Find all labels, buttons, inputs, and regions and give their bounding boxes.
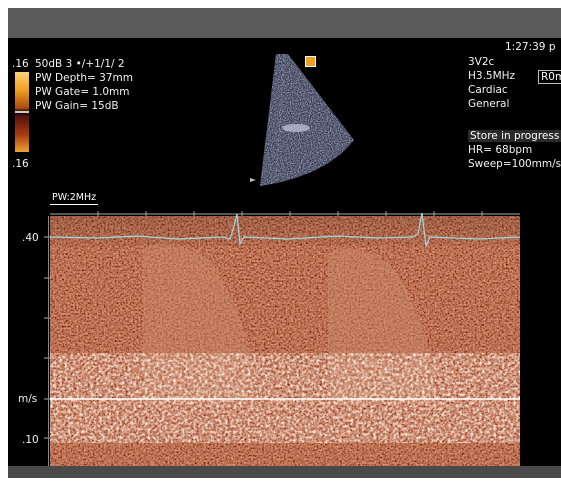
top-title-bar (8, 8, 561, 38)
clock: 1:27:39 p (505, 41, 556, 53)
pw-depth-readout: PW Depth= 37mm (35, 72, 133, 84)
velocity-unit-label: m/s (18, 393, 38, 405)
heart-rate-readout: HR= 68bpm (468, 144, 533, 156)
pw-mode-label: PW:2MHz (50, 192, 99, 205)
focus-marker-icon (305, 56, 316, 67)
bottom-status-bar (8, 466, 561, 478)
doppler-spectrum (44, 211, 521, 466)
probe-name: 3V2c (468, 56, 495, 68)
acquisition-settings: 50dB 3 •/+1/1/ 2 (35, 58, 125, 70)
colorbar-scale-bottom: .16 (12, 158, 29, 170)
sweep-speed-readout: Sweep=100mm/s (468, 158, 561, 170)
preset-indicator: R0m (538, 70, 561, 84)
exam-preset-cardiac: Cardiac (468, 84, 508, 96)
exam-preset-general: General (468, 98, 510, 110)
velocity-scale-top: .40 (22, 232, 39, 244)
pw-gate-readout: PW Gate= 1.0mm (35, 86, 130, 98)
bmode-sector-image (250, 53, 354, 186)
probe-frequency: H3.5MHz (468, 70, 516, 82)
velocity-axis (48, 216, 49, 466)
colorbar-scale-top: .16 (12, 58, 29, 70)
store-status: Store in progress (468, 130, 561, 142)
pw-gain-readout: PW Gain= 15dB (35, 100, 119, 112)
velocity-scale-bottom: .10 (22, 434, 39, 446)
ultrasound-screen: .16 .16 50dB 3 •/+1/1/ 2 PW Depth= 37mm … (8, 8, 561, 478)
color-scale-baseline (15, 111, 29, 113)
